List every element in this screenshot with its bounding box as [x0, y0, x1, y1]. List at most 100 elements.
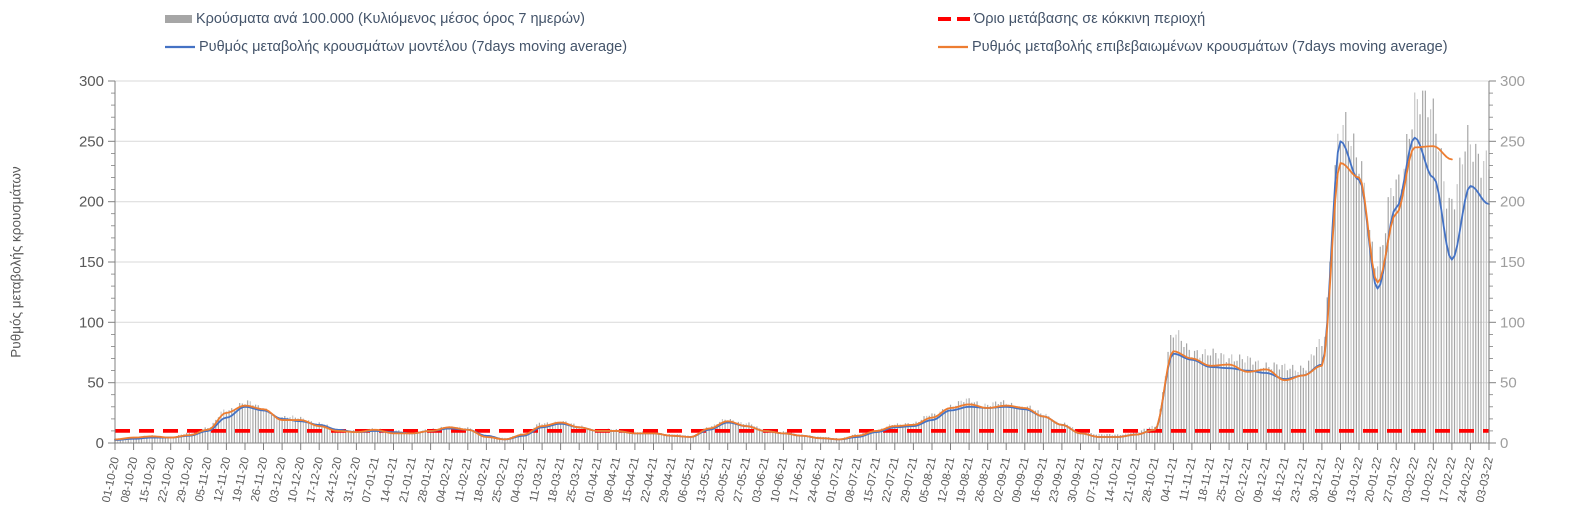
svg-text:08-04-21: 08-04-21: [602, 456, 623, 504]
svg-text:07-10-21: 07-10-21: [1085, 456, 1106, 504]
svg-text:24-02-22: 24-02-22: [1456, 456, 1477, 504]
svg-text:25-11-21: 25-11-21: [1215, 456, 1236, 503]
legend-item-confirmed-line: Ρυθμός μεταβολής επιβεβαιωμένων κρουσμάτ…: [938, 38, 1448, 56]
legend-item-threshold: Όριο μετάβασης σε κόκκινη περιοχή: [938, 10, 1205, 28]
svg-text:01-07-21: 01-07-21: [825, 456, 846, 504]
legend-item-model-line: Ρυθμός μεταβολής κρουσμάτων μοντέλου (7d…: [165, 38, 627, 56]
svg-text:06-01-22: 06-01-22: [1326, 456, 1347, 504]
svg-text:250: 250: [1500, 133, 1525, 150]
y-axis-title: Ρυθμός μεταβολής κρουσμάτων: [8, 166, 24, 358]
svg-text:20-01-22: 20-01-22: [1363, 456, 1384, 504]
svg-text:23-12-21: 23-12-21: [1289, 456, 1310, 504]
svg-text:21-01-21: 21-01-21: [398, 456, 419, 504]
svg-text:250: 250: [79, 133, 104, 150]
svg-text:26-11-20: 26-11-20: [249, 456, 270, 503]
svg-text:31-12-20: 31-12-20: [342, 456, 363, 504]
confirmed-line-swatch-icon: [938, 45, 968, 49]
svg-text:10-12-20: 10-12-20: [286, 456, 307, 504]
svg-text:150: 150: [1500, 254, 1525, 271]
svg-text:22-10-20: 22-10-20: [156, 456, 177, 504]
svg-text:29-10-20: 29-10-20: [175, 456, 196, 504]
svg-text:11-03-21: 11-03-21: [528, 456, 549, 503]
legend-label-confirmed-line: Ρυθμός μεταβολής επιβεβαιωμένων κρουσμάτ…: [972, 39, 1448, 55]
svg-text:19-08-21: 19-08-21: [955, 456, 976, 504]
svg-text:18-11-21: 18-11-21: [1196, 456, 1217, 503]
svg-text:29-07-21: 29-07-21: [899, 456, 920, 504]
svg-text:03-06-21: 03-06-21: [751, 456, 772, 504]
svg-text:27-05-21: 27-05-21: [732, 456, 753, 504]
svg-text:28-01-21: 28-01-21: [416, 456, 437, 504]
svg-text:18-02-21: 18-02-21: [472, 456, 493, 504]
svg-text:18-03-21: 18-03-21: [546, 456, 567, 504]
svg-text:08-10-20: 08-10-20: [119, 456, 140, 504]
svg-text:09-12-21: 09-12-21: [1252, 456, 1273, 504]
svg-text:01-04-21: 01-04-21: [583, 456, 604, 504]
svg-text:25-02-21: 25-02-21: [491, 456, 512, 504]
svg-text:29-04-21: 29-04-21: [658, 456, 679, 504]
bar-series-swatch-icon: [165, 15, 192, 23]
svg-text:14-01-21: 14-01-21: [379, 456, 400, 504]
svg-text:22-07-21: 22-07-21: [880, 456, 901, 504]
svg-text:09-09-21: 09-09-21: [1010, 456, 1031, 504]
threshold-dash-swatch-icon: [938, 17, 970, 21]
svg-text:15-07-21: 15-07-21: [862, 456, 883, 504]
svg-text:15-10-20: 15-10-20: [138, 456, 159, 504]
svg-text:50: 50: [1500, 375, 1517, 392]
svg-text:150: 150: [79, 254, 104, 271]
svg-text:30-12-21: 30-12-21: [1308, 456, 1329, 504]
svg-text:28-10-21: 28-10-21: [1140, 456, 1161, 504]
svg-text:11-11-21: 11-11-21: [1178, 456, 1199, 502]
svg-text:04-11-21: 04-11-21: [1159, 456, 1180, 503]
svg-text:02-12-21: 02-12-21: [1233, 456, 1254, 504]
svg-text:50: 50: [87, 375, 104, 392]
svg-text:24-12-20: 24-12-20: [323, 456, 344, 504]
svg-text:13-01-22: 13-01-22: [1345, 456, 1366, 504]
legend-item-cases-bars: Κρούσματα ανά 100.000 (Κυλιόμενος μέσος …: [165, 10, 585, 28]
svg-text:27-01-22: 27-01-22: [1382, 456, 1403, 504]
model-line-swatch-icon: [165, 45, 195, 49]
svg-text:14-10-21: 14-10-21: [1103, 456, 1124, 504]
legend-label-model-line: Ρυθμός μεταβολής κρουσμάτων μοντέλου (7d…: [199, 39, 628, 55]
svg-text:10-02-22: 10-02-22: [1419, 456, 1440, 504]
svg-text:26-08-21: 26-08-21: [973, 456, 994, 504]
svg-text:0: 0: [96, 435, 104, 452]
svg-text:01-10-20: 01-10-20: [101, 456, 122, 504]
svg-text:20-05-21: 20-05-21: [713, 456, 734, 504]
svg-text:03-12-20: 03-12-20: [268, 456, 289, 504]
svg-text:12-08-21: 12-08-21: [936, 456, 957, 504]
svg-text:300: 300: [1500, 73, 1525, 90]
legend-label-cases-bars: Κρούσματα ανά 100.000 (Κυλιόμενος μέσος …: [196, 11, 586, 27]
svg-text:05-08-21: 05-08-21: [918, 456, 939, 504]
svg-text:100: 100: [79, 314, 104, 331]
svg-text:02-09-21: 02-09-21: [992, 456, 1013, 504]
svg-text:0: 0: [1500, 435, 1508, 452]
svg-text:200: 200: [1500, 194, 1525, 211]
svg-text:11-02-21: 11-02-21: [454, 456, 475, 503]
legend-label-threshold: Όριο μετάβασης σε κόκκινη περιοχή: [974, 11, 1206, 27]
svg-text:23-09-21: 23-09-21: [1048, 456, 1069, 504]
svg-text:12-11-20: 12-11-20: [212, 456, 233, 503]
svg-text:21-10-21: 21-10-21: [1122, 456, 1143, 504]
svg-text:24-06-21: 24-06-21: [806, 456, 827, 504]
svg-text:08-07-21: 08-07-21: [843, 456, 864, 504]
svg-text:10-06-21: 10-06-21: [769, 456, 790, 504]
svg-text:03-02-22: 03-02-22: [1400, 456, 1421, 504]
svg-text:06-05-21: 06-05-21: [676, 456, 697, 504]
svg-text:19-11-20: 19-11-20: [231, 456, 252, 503]
svg-text:25-03-21: 25-03-21: [565, 456, 586, 504]
svg-text:04-03-21: 04-03-21: [509, 456, 530, 504]
svg-text:100: 100: [1500, 314, 1525, 331]
svg-text:17-12-20: 17-12-20: [305, 456, 326, 504]
svg-text:300: 300: [79, 73, 104, 90]
svg-text:05-11-20: 05-11-20: [194, 456, 215, 503]
svg-text:22-04-21: 22-04-21: [639, 456, 660, 504]
svg-text:30-09-21: 30-09-21: [1066, 456, 1087, 504]
svg-text:16-12-21: 16-12-21: [1270, 456, 1291, 504]
svg-text:200: 200: [79, 194, 104, 211]
svg-text:15-04-21: 15-04-21: [621, 456, 642, 504]
svg-text:04-02-21: 04-02-21: [435, 456, 456, 504]
svg-text:13-05-21: 13-05-21: [695, 456, 716, 504]
svg-text:03-03-22: 03-03-22: [1475, 456, 1496, 504]
